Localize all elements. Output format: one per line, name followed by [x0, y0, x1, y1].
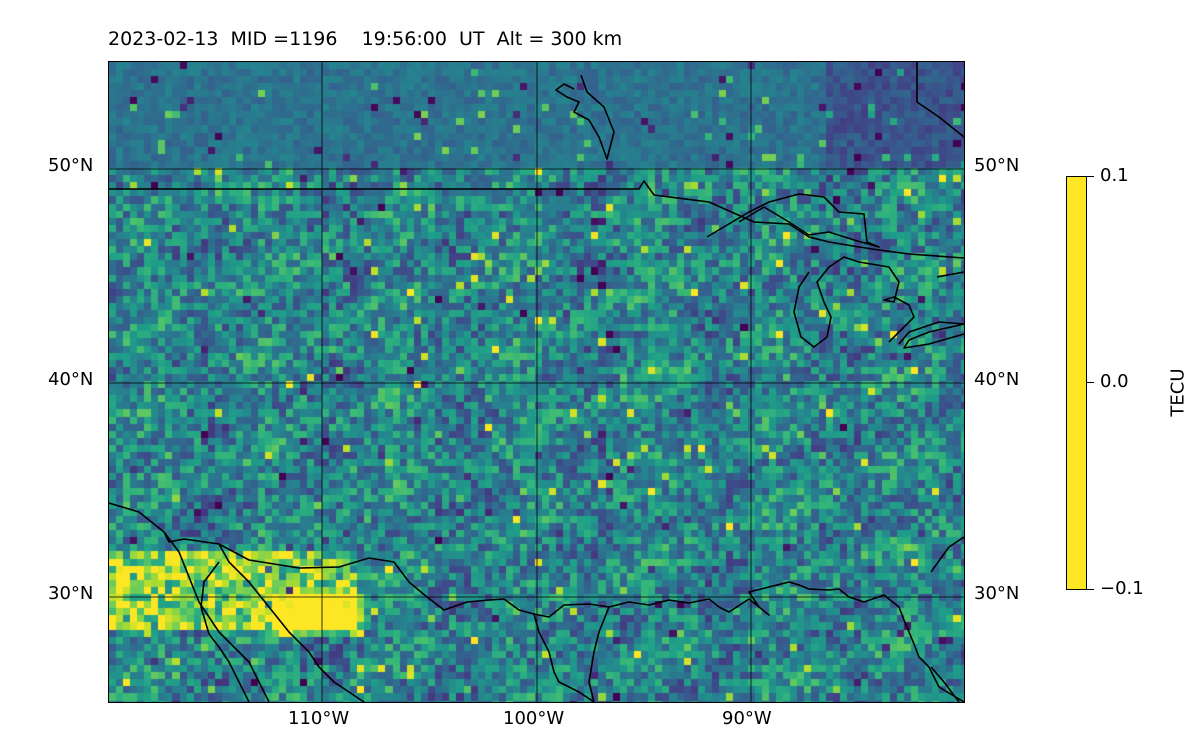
colorbar-label-min: −0.1 [1100, 578, 1144, 599]
lat-label-50n-left: 50°N [48, 155, 94, 176]
gulf-of-california [218, 543, 365, 702]
gridlines [109, 62, 964, 702]
coastlines [109, 62, 964, 702]
colorbar-tick-bottom [1087, 589, 1094, 590]
pacific-coast-north [200, 561, 250, 702]
colorbar-title: TECU [1167, 368, 1189, 417]
lon-label-110w: 110°W [288, 708, 350, 729]
baja-coast [163, 531, 270, 702]
colorbar [1066, 176, 1087, 590]
map-overlay [109, 62, 964, 702]
lat-label-40n-left: 40°N [48, 369, 94, 390]
lake-michigan [793, 256, 915, 348]
lon-label-100w: 100°W [503, 708, 565, 729]
lat-label-50n-right: 50°N [974, 155, 1020, 176]
lake-winnipeg [555, 74, 615, 160]
texas-gulf-coast [588, 606, 610, 702]
lake-ontario [936, 271, 964, 278]
colorbar-tick-mid [1087, 382, 1094, 383]
colorbar-tick-top [1087, 176, 1094, 177]
hudson-bay-coast [916, 62, 964, 138]
map-title: 2023-02-13 MID =1196 19:56:00 UT Alt = 3… [108, 28, 623, 50]
florida-coast [930, 666, 960, 702]
lat-label-40n-right: 40°N [974, 369, 1020, 390]
map-frame [108, 61, 965, 703]
atlantic-coast [930, 536, 964, 573]
lake-superior [706, 193, 880, 248]
colorbar-label-max: 0.1 [1100, 165, 1129, 186]
mexico-border [109, 502, 964, 702]
lat-label-30n-left: 30°N [48, 583, 94, 604]
lake-huron-erie [898, 321, 964, 349]
lat-label-30n-right: 30°N [974, 583, 1020, 604]
us-canada-border [109, 180, 964, 259]
mexico-east-coast [533, 613, 595, 702]
colorbar-label-zero: 0.0 [1100, 371, 1129, 392]
lon-label-90w: 90°W [722, 708, 772, 729]
